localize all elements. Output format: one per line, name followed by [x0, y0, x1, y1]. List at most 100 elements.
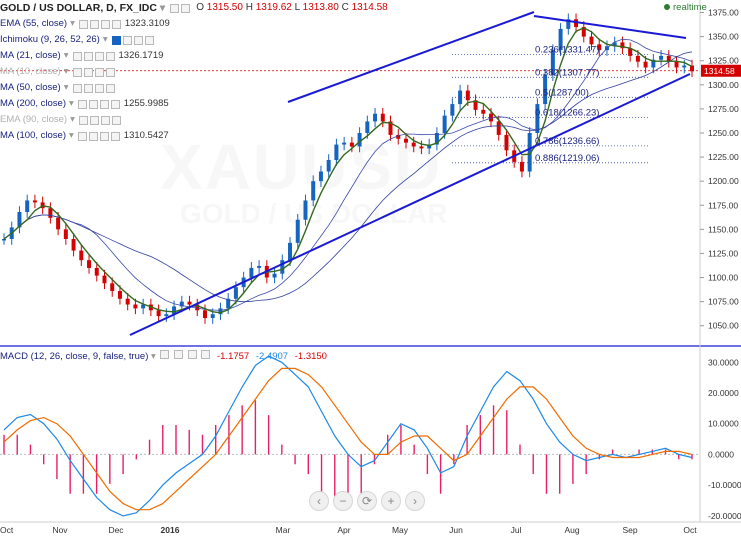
settings-icon[interactable]	[89, 115, 99, 125]
candle-body	[156, 310, 161, 317]
scroll-left-button[interactable]: ‹	[309, 491, 329, 511]
add-icon[interactable]	[94, 51, 104, 61]
time-tick-label: Oct	[0, 525, 14, 535]
chevron-down-icon[interactable]: ▾	[151, 351, 156, 362]
add-icon[interactable]	[187, 350, 197, 359]
candle-body	[365, 121, 370, 133]
eye-icon[interactable]	[111, 35, 121, 45]
eye-icon[interactable]	[78, 115, 88, 125]
indicator-label[interactable]: EMA (90, close)	[0, 114, 68, 125]
indicator-legend: GOLD / US DOLLAR, D, FX_IDC ▾ O 1315.50 …	[0, 0, 420, 144]
chevron-down-icon[interactable]: ▾	[70, 18, 75, 29]
close-icon[interactable]	[111, 115, 121, 125]
eye-icon[interactable]	[77, 131, 87, 141]
candle-body	[519, 161, 524, 172]
candle-body	[342, 142, 347, 145]
macd-label[interactable]: MACD (12, 26, close, 9, false, true)	[0, 351, 149, 362]
add-icon[interactable]	[133, 35, 143, 45]
close-icon[interactable]	[181, 3, 191, 13]
time-tick-label: May	[392, 525, 409, 535]
close-icon[interactable]	[105, 67, 115, 77]
candle-body	[574, 19, 579, 27]
price-tick-label: 1200.00	[708, 176, 739, 186]
eye-icon[interactable]	[77, 99, 87, 109]
fib-level-label: 0.5(1287.00)	[535, 87, 589, 98]
indicator-value: 1326.1719	[118, 50, 164, 61]
indicator-label[interactable]: MA (50, close)	[0, 82, 61, 93]
settings-icon[interactable]	[83, 67, 93, 77]
close-icon[interactable]	[105, 83, 115, 93]
candle-body	[597, 44, 602, 51]
candle-body	[349, 142, 354, 147]
settings-icon[interactable]	[122, 35, 132, 45]
eye-icon[interactable]	[72, 67, 82, 77]
indicator-row: MA (10, close) ▾	[0, 64, 420, 80]
candle-body	[682, 65, 687, 68]
candle-body	[280, 260, 285, 274]
zoom-out-button[interactable]: −	[333, 491, 353, 511]
fib-level-label: 0.786(1236.66)	[535, 136, 599, 147]
time-tick-label: Jul	[511, 525, 522, 535]
chevron-down-icon[interactable]: ▾	[63, 66, 69, 77]
close-icon[interactable]	[105, 51, 115, 61]
eye-icon[interactable]	[78, 19, 88, 29]
watermark-sub: GOLD / US DOLLAR	[180, 198, 448, 229]
settings-icon[interactable]	[174, 350, 184, 359]
chevron-down-icon[interactable]: ▾	[70, 114, 75, 125]
candle-body	[56, 217, 61, 230]
indicator-label[interactable]: MA (100, close)	[0, 130, 66, 141]
reset-button[interactable]: ⟳	[357, 491, 377, 511]
add-icon[interactable]	[94, 67, 104, 77]
indicator-row: MA (200, close) ▾ 1255.9985	[0, 96, 420, 112]
candle-body	[465, 90, 470, 101]
chevron-down-icon[interactable]: ▾	[69, 130, 74, 141]
settings-icon[interactable]	[170, 3, 180, 13]
close-icon[interactable]	[201, 350, 211, 359]
time-tick-label: Sep	[622, 525, 637, 535]
scroll-right-button[interactable]: ›	[405, 491, 425, 511]
add-icon[interactable]	[100, 19, 110, 29]
indicator-label[interactable]: MA (10, close)	[0, 66, 61, 77]
settings-icon[interactable]	[83, 51, 93, 61]
add-icon[interactable]	[94, 83, 104, 93]
settings-icon[interactable]	[88, 99, 98, 109]
indicator-label[interactable]: EMA (55, close)	[0, 18, 68, 29]
price-tick-label: 1175.00	[708, 200, 738, 210]
settings-icon[interactable]	[83, 83, 93, 93]
close-icon[interactable]	[110, 99, 120, 109]
zoom-in-button[interactable]: +	[381, 491, 401, 511]
close-icon[interactable]	[111, 19, 121, 29]
add-icon[interactable]	[99, 131, 109, 141]
fib-level-label: 0.382(1307.77)	[535, 67, 599, 78]
eye-icon[interactable]	[72, 51, 82, 61]
symbol-title[interactable]: GOLD / US DOLLAR, D, FX_IDC	[0, 2, 157, 14]
chevron-down-icon[interactable]: ▾	[63, 50, 69, 61]
add-icon[interactable]	[99, 99, 109, 109]
chevron-down-icon[interactable]: ▾	[69, 98, 74, 109]
symbol-title-row: GOLD / US DOLLAR, D, FX_IDC ▾ O 1315.50 …	[0, 0, 420, 16]
chevron-down-icon[interactable]: ▾	[63, 82, 69, 93]
chevron-down-icon[interactable]: ▾	[159, 2, 166, 14]
indicator-row: MA (100, close) ▾ 1310.5427	[0, 128, 420, 144]
indicator-label[interactable]: MA (21, close)	[0, 50, 61, 61]
chevron-down-icon[interactable]: ▾	[102, 34, 108, 45]
close-icon[interactable]	[144, 35, 154, 45]
price-tick-label: 1375.00	[708, 8, 739, 18]
close-icon[interactable]	[110, 131, 120, 141]
indicator-label[interactable]: MA (200, close)	[0, 98, 66, 109]
candle-body	[172, 306, 177, 315]
candle-body	[566, 19, 571, 29]
eye-icon[interactable]	[160, 350, 170, 359]
indicator-row: MA (50, close) ▾	[0, 80, 420, 96]
macd-tick-label: 0.0000	[708, 449, 734, 459]
candle-body	[481, 109, 486, 114]
settings-icon[interactable]	[88, 131, 98, 141]
settings-icon[interactable]	[89, 19, 99, 29]
indicator-label[interactable]: Ichimoku (9, 26, 52, 26)	[0, 34, 100, 45]
candle-body	[643, 61, 648, 68]
candle-body	[527, 132, 532, 172]
add-icon[interactable]	[100, 115, 110, 125]
macd-hist-value: -1.3150	[294, 351, 327, 362]
eye-icon[interactable]	[72, 83, 82, 93]
